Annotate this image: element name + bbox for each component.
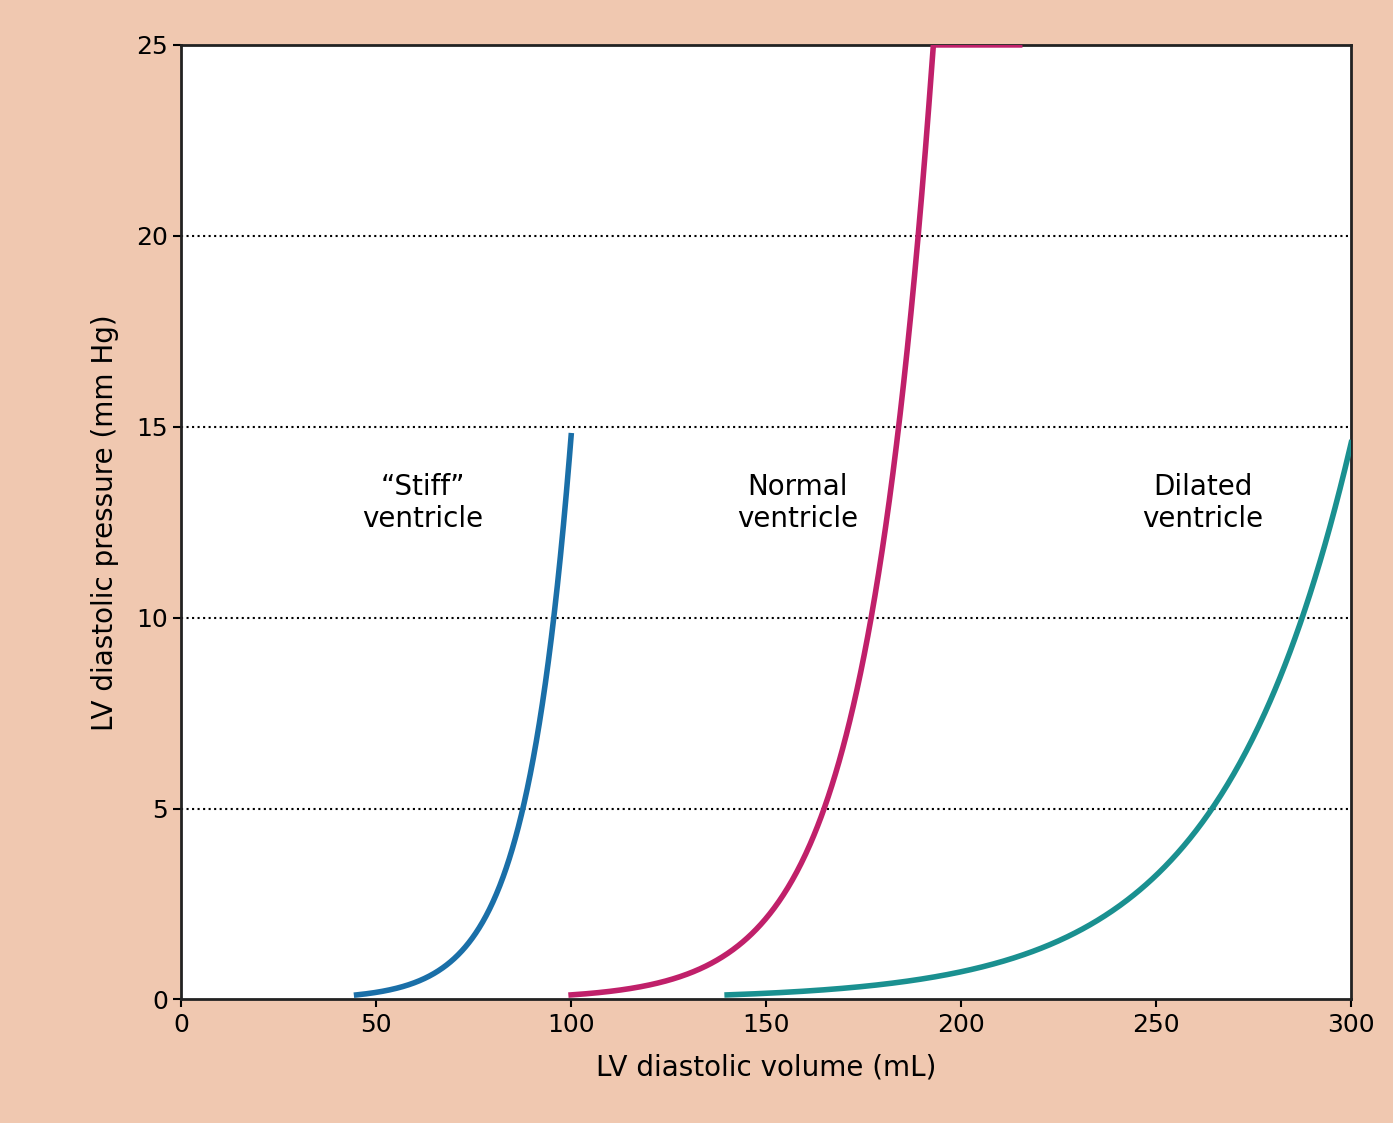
Text: Normal
ventricle: Normal ventricle	[737, 473, 858, 533]
Y-axis label: LV diastolic pressure (mm Hg): LV diastolic pressure (mm Hg)	[92, 314, 120, 730]
Text: Dilated
ventricle: Dilated ventricle	[1142, 473, 1263, 533]
X-axis label: LV diastolic volume (mL): LV diastolic volume (mL)	[596, 1053, 936, 1081]
Text: “Stiff”
ventricle: “Stiff” ventricle	[362, 473, 483, 533]
